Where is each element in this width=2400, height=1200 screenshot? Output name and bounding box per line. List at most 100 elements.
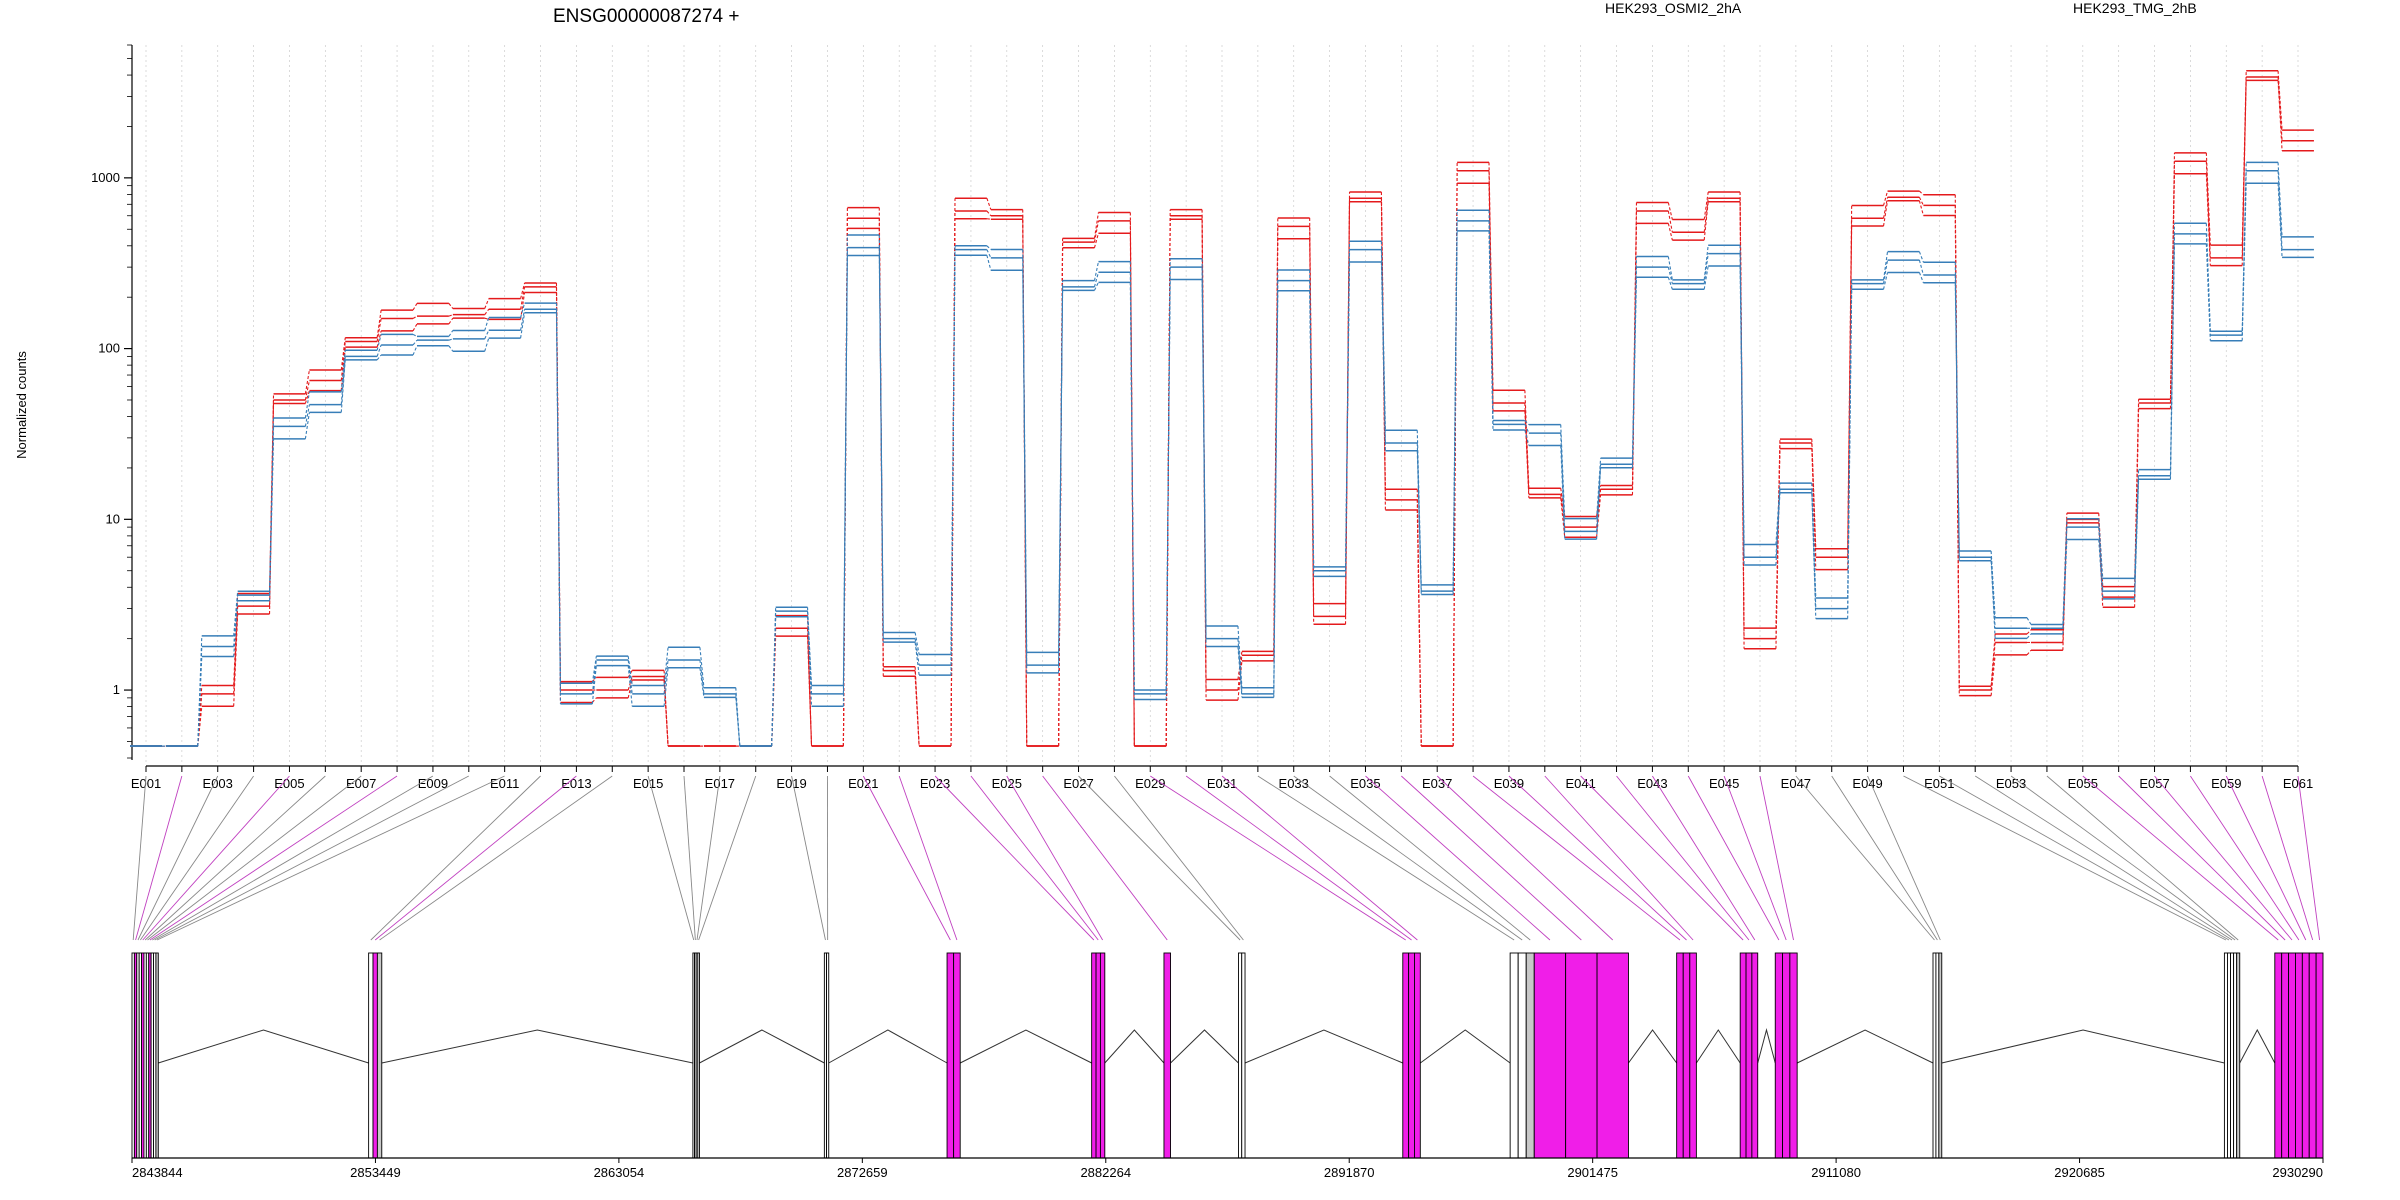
connector-E035 — [1365, 775, 1551, 941]
riser-E030 — [1201, 279, 1207, 647]
exon-E022 — [953, 952, 961, 1159]
riser-E010 — [484, 330, 490, 340]
ytick-label-1000: 1000 — [91, 170, 120, 185]
riser-E031 — [1237, 646, 1243, 698]
riser-E014 — [627, 659, 633, 694]
intron — [1941, 1029, 2225, 1064]
riser-E046 — [1775, 448, 1781, 649]
riser-E039 — [1524, 410, 1530, 498]
riser-E060 — [2277, 170, 2283, 250]
connector-E027 — [1078, 775, 1241, 941]
riser-E024 — [986, 210, 992, 217]
connector-E030 — [1185, 775, 1412, 941]
xtick-label-E051: E051 — [1924, 776, 1954, 791]
connector-E029 — [1150, 775, 1406, 941]
riser-E056 — [2134, 408, 2140, 608]
riser-E006 — [340, 356, 346, 405]
connector-E037 — [1436, 775, 1614, 941]
riser-E009 — [448, 303, 454, 309]
riser-E003 — [233, 600, 239, 657]
connector-E058 — [2190, 775, 2300, 941]
riser-E026 — [1058, 290, 1064, 673]
gridlines — [145, 45, 2299, 762]
riser-E047 — [1811, 448, 1817, 570]
riser-E015 — [663, 659, 669, 694]
riser-E019 — [806, 607, 813, 686]
riser-E014 — [627, 665, 633, 707]
exon-E052 — [2230, 952, 2235, 1159]
intron — [1170, 1029, 1239, 1064]
exon-E028 — [1241, 952, 1246, 1159]
connector-E006 — [144, 775, 326, 941]
riser-E022 — [914, 632, 920, 655]
exon-E013 — [372, 952, 378, 1159]
riser-E044 — [1703, 265, 1709, 290]
riser-E020 — [842, 247, 848, 694]
connector-E017 — [696, 775, 721, 941]
riser-E009 — [448, 314, 454, 317]
coord-label-2901475: 2901475 — [1567, 1165, 1618, 1180]
riser-E018 — [771, 616, 777, 747]
riser-E015 — [663, 667, 669, 707]
riser-E025 — [1022, 270, 1028, 673]
connector-E033 — [1293, 775, 1523, 941]
xtick-label-E037: E037 — [1422, 776, 1452, 791]
riser-E039 — [1524, 429, 1530, 446]
connector-E042 — [1616, 775, 1750, 941]
riser-E009 — [448, 338, 454, 341]
connector-E031 — [1221, 775, 1418, 941]
riser-E007 — [376, 354, 382, 361]
exon-E060 — [2308, 952, 2317, 1159]
coord-label-2911080: 2911080 — [1811, 1165, 1861, 1180]
xtick-label-E005: E005 — [274, 776, 304, 791]
riser-E005 — [304, 412, 310, 439]
riser-E057 — [2169, 173, 2176, 409]
connector-E026 — [1042, 775, 1168, 941]
riser-E019 — [806, 636, 813, 747]
exon-E020 — [826, 952, 830, 1159]
connector-E007 — [147, 775, 362, 941]
riser-E053 — [2026, 617, 2032, 625]
intron — [828, 1029, 948, 1064]
connector-E040 — [1544, 775, 1694, 941]
connector-E060 — [2261, 775, 2314, 941]
riser-E007 — [376, 318, 382, 342]
riser-E036 — [1416, 450, 1422, 595]
connector-E001 — [132, 775, 147, 941]
riser-E051 — [1954, 282, 1960, 561]
exon-E012 — [368, 952, 374, 1159]
riser-E008 — [412, 333, 418, 337]
connector-E018 — [698, 775, 757, 941]
intron — [1244, 1029, 1403, 1064]
connector-E003 — [137, 775, 219, 941]
riser-E047 — [1811, 439, 1817, 549]
ytick-label-100: 100 — [98, 341, 120, 356]
intron — [158, 1029, 369, 1064]
xtick-label-E017: E017 — [705, 776, 735, 791]
riser-E007 — [376, 330, 382, 348]
xtick-label-E001: E001 — [131, 776, 161, 791]
riser-E049 — [1882, 272, 1889, 290]
exon-E033 — [1517, 952, 1527, 1159]
riser-E043 — [1667, 223, 1673, 241]
xtick-label-E019: E019 — [776, 776, 806, 791]
connector-E044 — [1687, 775, 1780, 941]
riser-E008 — [412, 323, 418, 332]
riser-E049 — [1883, 190, 1889, 206]
riser-E024 — [986, 255, 992, 271]
riser-E010 — [484, 308, 490, 315]
y-axis-ticks: 1 10 100 1000 — [91, 44, 132, 759]
riser-E053 — [2026, 633, 2032, 639]
exon-E053 — [2233, 952, 2238, 1159]
riser-E013 — [591, 665, 597, 704]
riser-E055 — [2098, 527, 2104, 592]
riser-E041 — [1596, 467, 1602, 540]
connector-E056 — [2118, 775, 2286, 941]
xtick-label-E047: E047 — [1781, 776, 1811, 791]
x-axis-ticks: E001 E003 E005 E007 E009 E011 E013 E015 E017 E019… — [131, 766, 2313, 791]
exon-E023 — [1091, 952, 1097, 1159]
connector-E054 — [2046, 775, 2239, 941]
exon-E014 — [376, 952, 383, 1159]
connector-E036 — [1401, 775, 1582, 941]
riser-E037 — [1452, 183, 1458, 747]
